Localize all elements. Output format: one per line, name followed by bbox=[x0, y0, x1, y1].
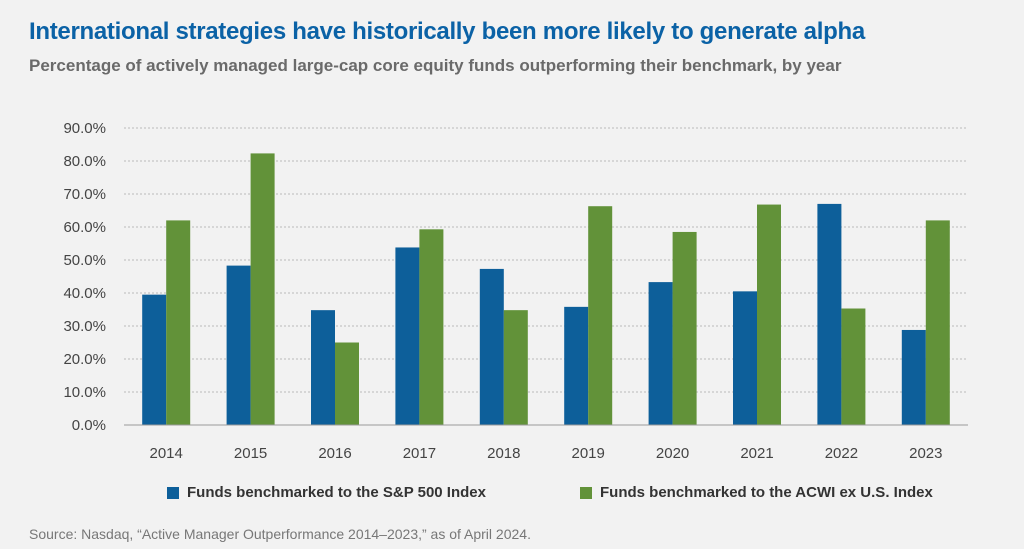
x-tick-label: 2016 bbox=[318, 445, 351, 462]
y-tick-label: 20.0% bbox=[63, 351, 106, 368]
y-tick-label: 60.0% bbox=[63, 219, 106, 236]
legend-label-acwi: Funds benchmarked to the ACWI ex U.S. In… bbox=[600, 484, 933, 501]
y-tick-label: 70.0% bbox=[63, 186, 106, 203]
bar-sp500 bbox=[564, 306, 589, 425]
bar-acwi bbox=[335, 342, 359, 425]
chart-subtitle: Percentage of actively managed large-cap… bbox=[29, 56, 842, 75]
x-tick-label: 2022 bbox=[825, 445, 858, 462]
y-tick-label: 90.0% bbox=[63, 120, 106, 137]
y-tick-label: 0.0% bbox=[72, 417, 106, 434]
bar-acwi bbox=[419, 229, 444, 425]
x-tick-label: 2014 bbox=[150, 445, 183, 462]
bar-acwi bbox=[250, 153, 275, 425]
bar-sp500 bbox=[901, 329, 926, 425]
bar-sp500 bbox=[226, 265, 251, 425]
x-tick-label: 2018 bbox=[487, 445, 520, 462]
bar-acwi bbox=[925, 220, 950, 425]
x-tick-label: 2023 bbox=[909, 445, 942, 462]
y-tick-label: 30.0% bbox=[63, 318, 106, 335]
y-tick-label: 80.0% bbox=[63, 153, 106, 170]
bar-sp500 bbox=[817, 203, 842, 425]
x-tick-label: 2015 bbox=[234, 445, 267, 462]
bar-sp500 bbox=[479, 268, 504, 425]
legend-label-sp500: Funds benchmarked to the S&P 500 Index bbox=[187, 484, 486, 501]
source-note: Source: Nasdaq, “Active Manager Outperfo… bbox=[29, 526, 531, 542]
legend-swatch-acwi bbox=[580, 486, 592, 499]
bar-sp500 bbox=[733, 291, 757, 425]
chart-title: International strategies have historical… bbox=[29, 18, 865, 45]
x-tick-label: 2017 bbox=[403, 445, 436, 462]
bar-sp500 bbox=[395, 247, 420, 425]
bar-acwi bbox=[503, 310, 528, 425]
y-tick-label: 40.0% bbox=[63, 285, 106, 302]
bar-acwi bbox=[588, 206, 613, 425]
legend-item-sp500: Funds benchmarked to the S&P 500 Index bbox=[167, 484, 486, 501]
legend-item-acwi: Funds benchmarked to the ACWI ex U.S. In… bbox=[580, 484, 933, 501]
x-tick-label: 2021 bbox=[740, 445, 773, 462]
y-tick-label: 10.0% bbox=[63, 384, 106, 401]
bar-acwi bbox=[841, 308, 866, 425]
bar-sp500 bbox=[648, 282, 673, 425]
bar-acwi bbox=[672, 231, 697, 425]
bar-acwi bbox=[166, 220, 191, 425]
y-tick-label: 50.0% bbox=[63, 252, 106, 269]
bar-sp500 bbox=[142, 294, 167, 425]
bar-sp500 bbox=[311, 310, 335, 425]
bar-chart: 0.0% 10.0% 20.0% 30.0% 40.0% 50.0% 60.0% 70.0% 8… bbox=[63, 120, 968, 462]
legend-swatch-sp500 bbox=[167, 486, 179, 499]
x-tick-label: 2020 bbox=[656, 445, 689, 462]
bar-acwi bbox=[757, 204, 781, 425]
chart-legend: Funds benchmarked to the S&P 500 Index F… bbox=[0, 484, 1024, 504]
x-tick-label: 2019 bbox=[572, 445, 605, 462]
